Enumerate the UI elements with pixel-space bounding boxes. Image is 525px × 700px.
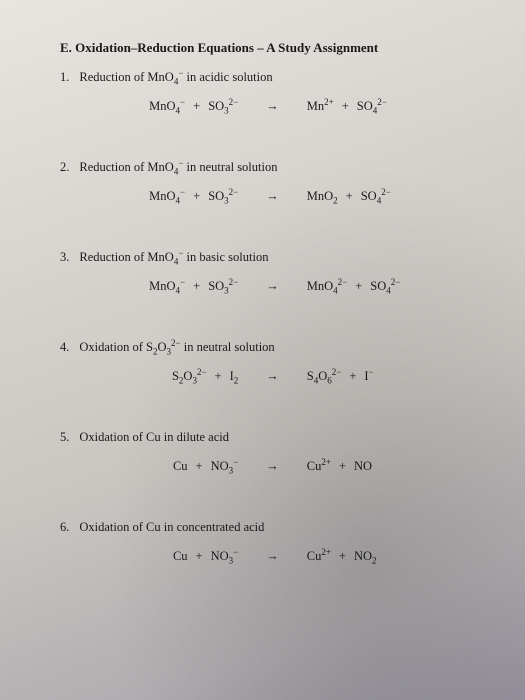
- problem-5: 5.Oxidation of Cu in dilute acid Cu+NO3−→…: [60, 430, 475, 474]
- arrow-icon: →: [238, 279, 307, 294]
- problem-4: 4.Oxidation of S2O32− in neutral solutio…: [60, 340, 475, 384]
- equation: Cu+NO3−→Cu2++NO2: [60, 549, 475, 564]
- problem-3: 3.Reduction of MnO4− in basic solution Mn…: [60, 250, 475, 294]
- problem-title: 6.Oxidation of Cu in concentrated acid: [60, 520, 475, 535]
- reactants: MnO4−+SO32−: [108, 189, 238, 204]
- problem-title: 5.Oxidation of Cu in dilute acid: [60, 430, 475, 445]
- products: Cu2++NO: [307, 459, 437, 474]
- products: MnO42−+SO42−: [307, 279, 437, 294]
- problems-list: 1.Reduction of MnO4− in acidic solution M…: [60, 70, 475, 564]
- problem-number: 5.: [60, 430, 79, 444]
- reactants: MnO4−+SO32−: [108, 99, 238, 114]
- equation: MnO4−+SO32−→MnO42−+SO42−: [60, 279, 475, 294]
- products: Mn2++SO42−: [307, 99, 437, 114]
- problem-title: 4.Oxidation of S2O32− in neutral solutio…: [60, 340, 475, 355]
- equation: S2O32−+I2→S4O62−+I−: [60, 369, 475, 384]
- reactants: S2O32−+I2: [108, 369, 238, 384]
- products: MnO2+SO42−: [307, 189, 437, 204]
- problem-number: 4.: [60, 340, 79, 354]
- arrow-icon: →: [238, 459, 307, 474]
- products: Cu2++NO2: [307, 549, 437, 564]
- arrow-icon: →: [238, 369, 307, 384]
- equation: Cu+NO3−→Cu2++NO: [60, 459, 475, 474]
- problem-title: 3.Reduction of MnO4− in basic solution: [60, 250, 475, 265]
- problem-title: 1.Reduction of MnO4− in acidic solution: [60, 70, 475, 85]
- problem-6: 6.Oxidation of Cu in concentrated acid Cu…: [60, 520, 475, 564]
- problem-title: 2.Reduction of MnO4− in neutral solution: [60, 160, 475, 175]
- equation: MnO4−+SO32−→Mn2++SO42−: [60, 99, 475, 114]
- arrow-icon: →: [238, 549, 307, 564]
- problem-number: 1.: [60, 70, 79, 84]
- arrow-icon: →: [238, 189, 307, 204]
- problem-1: 1.Reduction of MnO4− in acidic solution M…: [60, 70, 475, 114]
- reactants: MnO4−+SO32−: [108, 279, 238, 294]
- arrow-icon: →: [238, 99, 307, 114]
- problem-2: 2.Reduction of MnO4− in neutral solution…: [60, 160, 475, 204]
- products: S4O62−+I−: [307, 369, 437, 384]
- problem-number: 6.: [60, 520, 79, 534]
- problem-number: 2.: [60, 160, 79, 174]
- reactants: Cu+NO3−: [108, 549, 238, 564]
- equation: MnO4−+SO32−→MnO2+SO42−: [60, 189, 475, 204]
- section-title: E. Oxidation–Reduction Equations – A Stu…: [60, 40, 475, 56]
- problem-number: 3.: [60, 250, 79, 264]
- reactants: Cu+NO3−: [108, 459, 238, 474]
